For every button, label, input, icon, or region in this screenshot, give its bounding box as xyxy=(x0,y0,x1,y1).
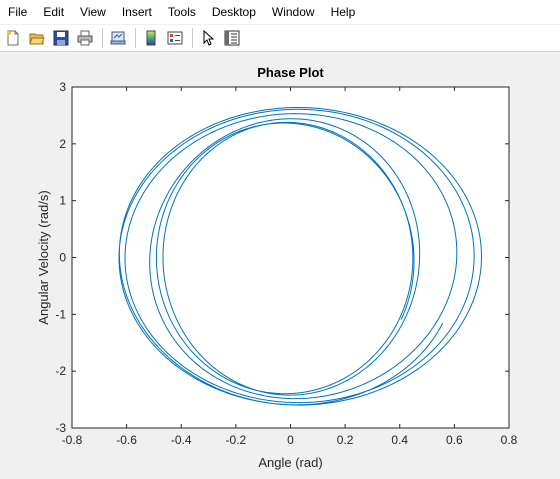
tick-layer: -0.8 -0.6 -0.4 -0.2 0 0.2 0.4 0.6 0.8 3 2 1 0 -1 -2 -3 xyxy=(55,80,517,447)
menu-file[interactable]: File xyxy=(8,5,28,19)
axes-background xyxy=(72,87,509,428)
save-icon[interactable] xyxy=(50,27,72,49)
new-file-icon[interactable] xyxy=(2,27,24,49)
menu-desktop[interactable]: Desktop xyxy=(211,5,256,19)
x-axis-label: Angle (rad) xyxy=(258,455,322,470)
figure-canvas: -0.8 -0.6 -0.4 -0.2 0 0.2 0.4 0.6 0.8 3 2 1 0 -1 -2 -3 … xyxy=(0,53,560,474)
colorbar-icon[interactable] xyxy=(140,27,162,49)
menu-help[interactable]: Help xyxy=(330,5,356,19)
x-tick-label: -0.4 xyxy=(171,433,192,447)
link-plot-icon[interactable] xyxy=(107,27,129,49)
toolbar-separator xyxy=(135,28,136,48)
menu-view[interactable]: View xyxy=(80,5,106,19)
x-tick-label: -0.8 xyxy=(62,433,83,447)
y-tick-label: -3 xyxy=(55,421,66,435)
x-tick-label: -0.6 xyxy=(116,433,137,447)
chart-title: Phase Plot xyxy=(257,65,324,80)
toolbar-separator xyxy=(102,28,103,48)
toolbar-separator xyxy=(192,28,193,48)
open-folder-icon[interactable] xyxy=(26,27,48,49)
y-tick-label: 1 xyxy=(59,194,66,208)
x-tick-label: -0.2 xyxy=(226,433,247,447)
x-tick-label: 0.4 xyxy=(391,433,408,447)
x-tick-label: 0.8 xyxy=(501,433,518,447)
x-tick-label: 0.6 xyxy=(446,433,463,447)
menu-bar: File Edit View Insert Tools Desktop Wind… xyxy=(0,0,560,24)
menu-insert[interactable]: Insert xyxy=(121,5,152,19)
phase-plot[interactable]: -0.8 -0.6 -0.4 -0.2 0 0.2 0.4 0.6 0.83210-1-2-3 … xyxy=(0,53,560,474)
legend-icon[interactable] xyxy=(164,27,186,49)
menu-edit[interactable]: Edit xyxy=(43,5,65,19)
y-axis-label: Angular Velocity (rad/s) xyxy=(36,190,51,324)
y-tick-label: 0 xyxy=(59,251,66,265)
x-tick-label: 0.2 xyxy=(337,433,354,447)
y-tick-label: -2 xyxy=(55,364,66,378)
menu-tools[interactable]: Tools xyxy=(167,5,196,19)
phase-trajectory-line xyxy=(118,107,483,406)
menu-window[interactable]: Window xyxy=(271,5,315,19)
y-tick-label: 2 xyxy=(59,137,66,151)
y-tick-label: 3 xyxy=(59,80,66,94)
toolbar xyxy=(0,25,560,52)
property-inspector-icon[interactable] xyxy=(221,27,243,49)
print-icon[interactable] xyxy=(74,27,96,49)
y-tick-label: -1 xyxy=(55,307,66,321)
data-layer xyxy=(118,107,483,406)
edit-plot-icon[interactable] xyxy=(197,27,219,49)
x-tick-label: 0 xyxy=(287,433,294,447)
